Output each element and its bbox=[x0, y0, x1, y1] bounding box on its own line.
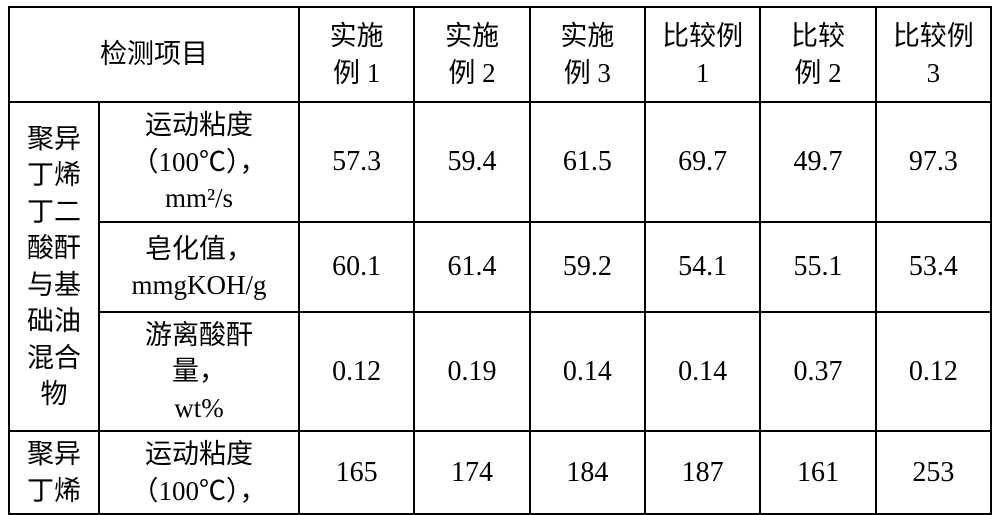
value-cell: 0.12 bbox=[299, 312, 414, 431]
data-table: 检测项目 实施 例 1 实施 例 2 实施 例 3 比较例 1 比较 例 2 bbox=[8, 6, 992, 515]
value-cell: 0.37 bbox=[760, 312, 875, 431]
col-header-l2: 例 2 bbox=[794, 58, 841, 88]
col-header: 实施 例 1 bbox=[299, 7, 414, 102]
table-row: 聚异 丁烯 丁二 酸酐 与基 础油 混合 物 运动粘度 （100℃）， mm²/… bbox=[9, 102, 991, 222]
metric-line: （100℃）， bbox=[132, 147, 267, 177]
col-header-l2: 1 bbox=[696, 58, 710, 88]
col-header-l1: 实施 bbox=[560, 21, 614, 51]
group-label-line: 丁烯 bbox=[27, 476, 81, 506]
col-header-l1: 实施 bbox=[445, 21, 499, 51]
group-label-line: 础油 bbox=[27, 306, 81, 336]
value-cell: 97.3 bbox=[876, 102, 991, 222]
value-cell: 0.14 bbox=[530, 312, 645, 431]
group-label-line: 酸酐 bbox=[27, 233, 81, 263]
metric-line: 游离酸酐 bbox=[145, 320, 253, 350]
value-cell: 69.7 bbox=[645, 102, 760, 222]
value-cell: 59.2 bbox=[530, 222, 645, 312]
table-header-row: 检测项目 实施 例 1 实施 例 2 实施 例 3 比较例 1 比较 例 2 bbox=[9, 7, 991, 102]
value-cell: 60.1 bbox=[299, 222, 414, 312]
metric-line: mmgKOH/g bbox=[132, 270, 267, 300]
col-header-l2: 3 bbox=[927, 58, 941, 88]
col-header: 比较例 3 bbox=[876, 7, 991, 102]
metric-label: 游离酸酐 量， wt% bbox=[99, 312, 299, 431]
group-label-line: 物 bbox=[41, 379, 68, 409]
metric-line: 量， bbox=[172, 356, 226, 386]
group-label-line: 聚异 bbox=[27, 439, 81, 469]
metric-label: 皂化值， mmgKOH/g bbox=[99, 222, 299, 312]
table-row: 皂化值， mmgKOH/g 60.1 61.4 59.2 54.1 55.1 5… bbox=[9, 222, 991, 312]
value-cell: 53.4 bbox=[876, 222, 991, 312]
value-cell: 61.4 bbox=[414, 222, 529, 312]
col-header-l2: 例 1 bbox=[333, 58, 380, 88]
value-cell: 54.1 bbox=[645, 222, 760, 312]
metric-line: wt% bbox=[174, 393, 224, 423]
col-header: 比较 例 2 bbox=[760, 7, 875, 102]
header-title: 检测项目 bbox=[9, 7, 299, 102]
value-cell: 0.14 bbox=[645, 312, 760, 431]
metric-line: （100℃）， bbox=[132, 476, 267, 506]
value-cell: 59.4 bbox=[414, 102, 529, 222]
col-header-l2: 例 2 bbox=[448, 58, 495, 88]
col-header: 实施 例 2 bbox=[414, 7, 529, 102]
group-label-line: 丁二 bbox=[27, 197, 81, 227]
value-cell: 57.3 bbox=[299, 102, 414, 222]
value-cell: 61.5 bbox=[530, 102, 645, 222]
group-label: 聚异 丁烯 丁二 酸酐 与基 础油 混合 物 bbox=[9, 102, 99, 431]
col-header-l1: 比较例 bbox=[893, 21, 974, 51]
value-cell: 0.12 bbox=[876, 312, 991, 431]
group-label-line: 混合 bbox=[27, 343, 81, 373]
metric-line: 运动粘度 bbox=[145, 110, 253, 140]
value-cell: 0.19 bbox=[414, 312, 529, 431]
col-header: 比较例 1 bbox=[645, 7, 760, 102]
metric-label: 运动粘度 （100℃）， mm²/s bbox=[99, 102, 299, 222]
table-row: 游离酸酐 量， wt% 0.12 0.19 0.14 0.14 0.37 0.1… bbox=[9, 312, 991, 431]
group-label-line: 与基 bbox=[27, 270, 81, 300]
col-header-l1: 比较例 bbox=[662, 21, 743, 51]
metric-line: 皂化值， bbox=[145, 234, 253, 264]
col-header-l1: 实施 bbox=[330, 21, 384, 51]
col-header-l1: 比较 bbox=[791, 21, 845, 51]
value-cell: 49.7 bbox=[760, 102, 875, 222]
col-header-l2: 例 3 bbox=[564, 58, 611, 88]
group-label-line: 丁烯 bbox=[27, 160, 81, 190]
value-cell: 55.1 bbox=[760, 222, 875, 312]
group-label-line: 聚异 bbox=[27, 124, 81, 154]
metric-line: mm²/s bbox=[165, 183, 233, 213]
col-header: 实施 例 3 bbox=[530, 7, 645, 102]
metric-line: 运动粘度 bbox=[145, 439, 253, 469]
